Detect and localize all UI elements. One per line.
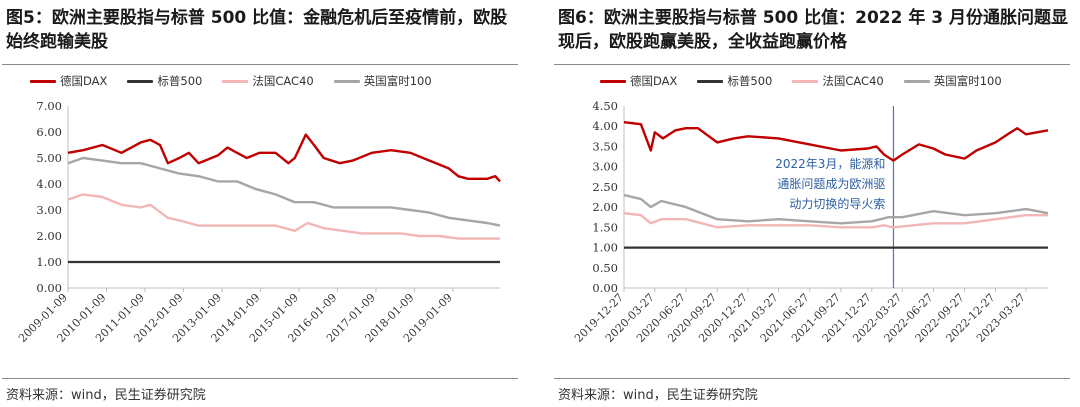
legend-label: 标普500 (727, 74, 773, 88)
annotation-line-text: 2022年3月，能源和 (775, 157, 885, 171)
y-tick-label: 0.50 (592, 261, 618, 275)
y-tick-label: 3.00 (36, 203, 62, 217)
left-series-cac40 (67, 193, 500, 240)
legend-swatch (697, 79, 724, 83)
source-note-left: 资料来源：wind，民生证券研究院 (6, 388, 206, 403)
legend-item-ftse100: 英国富时100 (903, 73, 1002, 89)
y-tick-label: 4.00 (36, 177, 62, 191)
chart-title-left: 图5：欧洲主要股指与标普 500 比值：金融危机后至疫情前，欧股始终跑输美股 (6, 8, 508, 52)
y-tick-label: 5.00 (36, 151, 62, 165)
y-tick-label: 1.00 (592, 241, 618, 255)
legend-item-sp500: 标普500 (127, 73, 202, 89)
source-note-right: 资料来源：wind，民生证券研究院 (558, 388, 758, 403)
y-tick-label: 7.00 (36, 99, 62, 113)
y-tick-label: 4.50 (592, 99, 618, 113)
right-series-cac40 (623, 212, 1048, 229)
left-series-ftse100 (67, 156, 501, 227)
y-tick-label: 2.00 (36, 229, 62, 243)
legend-swatch (222, 79, 249, 83)
source-divider-left (2, 378, 518, 379)
chart-panel-left: 图5：欧洲主要股指与标普 500 比值：金融危机后至疫情前，欧股始终跑输美股 德… (0, 0, 530, 407)
title-underline-left (2, 64, 518, 65)
y-tick-label: 2.50 (592, 180, 618, 194)
line-chart-left: 0.001.002.003.004.005.006.007.002009-01-… (16, 99, 501, 345)
y-tick-label: 3.00 (592, 160, 618, 174)
legend-item-dax: 德国DAX (30, 73, 107, 89)
legend-item-ftse100: 英国富时100 (333, 73, 432, 89)
title-underline-right (554, 64, 1070, 65)
y-tick-label: 4.00 (592, 119, 618, 133)
legend-swatch (30, 79, 56, 83)
y-tick-label: 6.00 (36, 125, 62, 139)
legend-item-cac40: 法国CAC40 (792, 73, 884, 89)
legend-swatch (600, 79, 626, 83)
legend-swatch (903, 79, 930, 83)
y-tick-label: 1.50 (592, 220, 618, 234)
right-series-dax (623, 121, 1049, 162)
annotation-line-text: 通胀问题成为欧洲驱 (777, 177, 885, 191)
chart-title-right: 图6：欧洲主要股指与标普 500 比值：2022 年 3 月份通胀问题显现后，欧… (558, 8, 1069, 52)
legend-label: 德国DAX (630, 74, 678, 88)
legend-left: 德国DAX 标普500 法国CAC40 英国富时100 (30, 72, 452, 90)
legend-label: 法国CAC40 (252, 74, 314, 88)
legend-right: 德国DAX 标普500 法国CAC40 英国富时100 (600, 72, 1022, 90)
y-tick-label: 0.00 (592, 281, 618, 295)
legend-label: 英国富时100 (933, 74, 1002, 88)
y-tick-label: 2.00 (592, 200, 618, 214)
legend-swatch (127, 79, 154, 83)
chart-panel-right: 图6：欧洲主要股指与标普 500 比值：2022 年 3 月份通胀问题显现后，欧… (552, 0, 1080, 407)
source-divider-right (554, 378, 1070, 379)
legend-item-dax: 德国DAX (600, 73, 677, 89)
right-series-ftse100 (623, 193, 1049, 225)
legend-swatch (792, 79, 819, 83)
legend-label: 德国DAX (60, 74, 108, 88)
line-chart-right: 0.00 0.50 1.00 1.50 2.00 2.50 3.00 3.50 4.00 4.50… (572, 99, 1049, 345)
y-tick-label: 3.50 (592, 139, 618, 153)
legend-swatch (333, 79, 360, 83)
legend-label: 英国富时100 (363, 74, 432, 88)
legend-label: 标普500 (157, 74, 203, 88)
legend-item-sp500: 标普500 (697, 73, 772, 89)
left-series-dax (67, 133, 501, 183)
annotation-line-text: 动力切换的导火索 (789, 196, 885, 211)
legend-label: 法国CAC40 (822, 74, 884, 88)
y-tick-label: 0.00 (36, 281, 62, 295)
legend-item-cac40: 法国CAC40 (222, 73, 314, 89)
y-tick-label: 1.00 (36, 255, 62, 269)
